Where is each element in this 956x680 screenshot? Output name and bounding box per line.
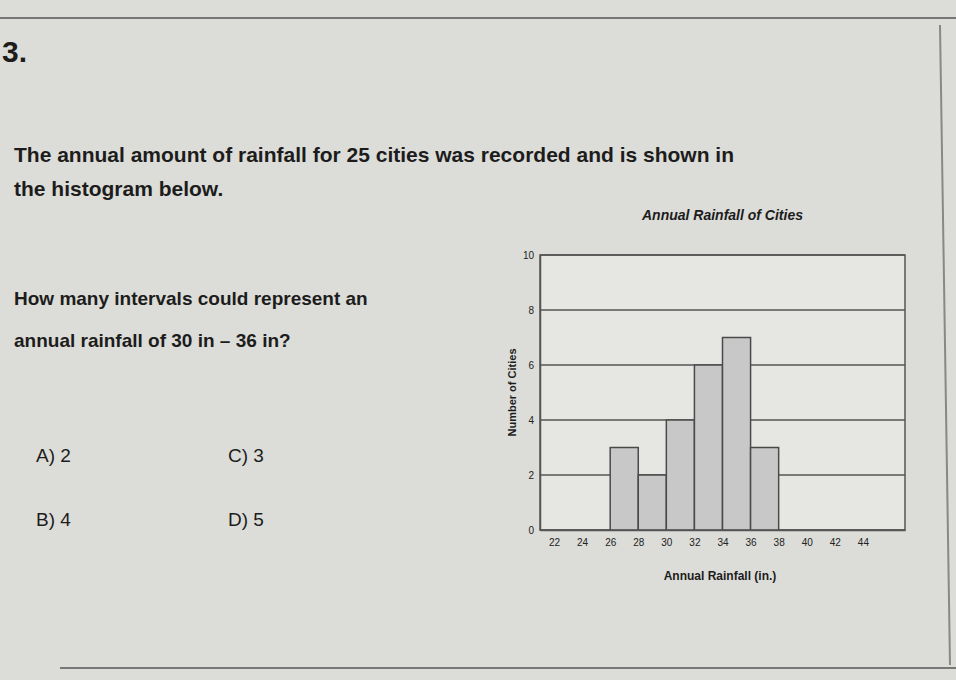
y-tick-label: 0 bbox=[528, 525, 534, 536]
y-tick: 4 bbox=[528, 415, 540, 426]
y-tick: 2 bbox=[528, 470, 540, 481]
histogram-bar bbox=[694, 365, 722, 530]
y-axis-title: Number of Cities bbox=[506, 348, 518, 436]
x-tick: 38 bbox=[774, 530, 786, 548]
x-tick: 40 bbox=[802, 530, 814, 548]
question-number: 3. bbox=[2, 35, 27, 68]
x-tick-label: 22 bbox=[549, 537, 561, 548]
x-tick-label: 44 bbox=[858, 537, 870, 548]
x-tick: 36 bbox=[746, 530, 758, 548]
y-tick: 0 bbox=[528, 525, 540, 536]
x-tick: 44 bbox=[858, 530, 870, 548]
axis-line bbox=[541, 530, 906, 532]
grid-line bbox=[540, 309, 905, 311]
axis-line bbox=[540, 256, 542, 531]
border-line bbox=[60, 667, 956, 669]
x-tick-label: 34 bbox=[717, 537, 729, 548]
y-axis: 0 2 4 6 8 10 bbox=[523, 250, 541, 536]
x-tick: 34 bbox=[717, 530, 729, 548]
x-tick-label: 36 bbox=[746, 537, 758, 548]
x-tick: 28 bbox=[633, 530, 645, 548]
intro-line: the histogram below. bbox=[14, 177, 223, 200]
answer-choice: D) 5 bbox=[228, 509, 264, 530]
x-axis: 22 24 26 28 30 32 34 36 38 40 42 44 bbox=[541, 530, 906, 548]
y-tick-label: 6 bbox=[528, 360, 534, 371]
x-tick: 42 bbox=[830, 530, 842, 548]
x-tick-label: 32 bbox=[689, 537, 701, 548]
x-tick-label: 30 bbox=[661, 537, 673, 548]
histogram-bar bbox=[610, 448, 638, 531]
x-tick: 24 bbox=[577, 530, 589, 548]
grid bbox=[540, 255, 905, 530]
y-tick-label: 10 bbox=[523, 250, 535, 261]
grid-line bbox=[540, 254, 905, 256]
paper bbox=[0, 0, 956, 680]
chart: 0246810222426283032343638404244 bbox=[523, 250, 906, 548]
question-line: annual rainfall of 30 in – 36 in? bbox=[14, 330, 291, 351]
x-tick-label: 26 bbox=[605, 537, 617, 548]
x-tick: 30 bbox=[661, 530, 673, 548]
y-tick: 10 bbox=[523, 250, 540, 261]
x-tick: 22 bbox=[549, 530, 561, 548]
histogram-bar bbox=[638, 475, 666, 530]
histogram-bar bbox=[666, 420, 694, 530]
x-tick-label: 40 bbox=[802, 537, 814, 548]
histogram-bar bbox=[751, 448, 779, 531]
y-tick-label: 8 bbox=[528, 305, 534, 316]
x-tick-label: 38 bbox=[774, 537, 786, 548]
x-tick-label: 42 bbox=[830, 537, 842, 548]
y-tick: 8 bbox=[528, 305, 540, 316]
question-line: How many intervals could represent an bbox=[14, 288, 368, 309]
x-tick: 32 bbox=[689, 530, 701, 548]
y-tick-label: 2 bbox=[528, 470, 534, 481]
border-line bbox=[940, 25, 950, 665]
chart-title: Annual Rainfall of Cities bbox=[641, 207, 803, 223]
x-tick-label: 28 bbox=[633, 537, 645, 548]
y-tick-label: 4 bbox=[528, 415, 534, 426]
x-tick-label: 24 bbox=[577, 537, 589, 548]
intro-line: The annual amount of rainfall for 25 cit… bbox=[14, 143, 734, 166]
answer-choice: B) 4 bbox=[36, 509, 71, 530]
answer-choice: A) 2 bbox=[36, 445, 71, 466]
y-tick: 6 bbox=[528, 360, 540, 371]
page: 3. The annual amount of rainfall for 25 c… bbox=[0, 0, 956, 680]
x-axis-title: Annual Rainfall (in.) bbox=[664, 569, 777, 583]
bars bbox=[610, 338, 778, 531]
histogram-bar bbox=[723, 338, 751, 531]
answer-choice: C) 3 bbox=[228, 445, 264, 466]
x-tick: 26 bbox=[605, 530, 617, 548]
border-line bbox=[0, 17, 956, 19]
plot-frame bbox=[540, 255, 905, 530]
